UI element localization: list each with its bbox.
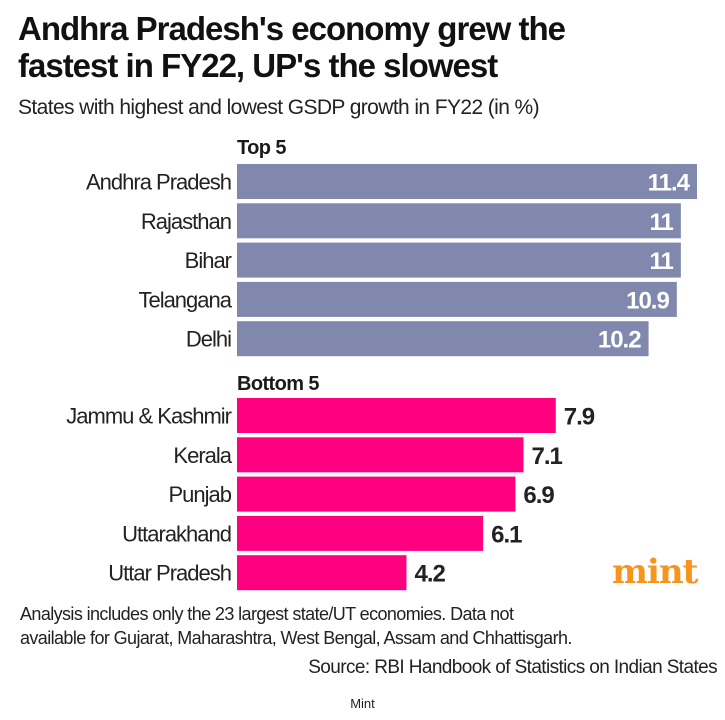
value-label: 4.2 xyxy=(414,561,445,588)
bar xyxy=(237,203,681,239)
footnote-line-1: Analysis includes only the 23 largest st… xyxy=(20,604,514,624)
category-label: Uttar Pradesh xyxy=(108,561,231,586)
bar xyxy=(237,398,556,433)
value-label: 11 xyxy=(649,209,673,236)
value-label: 10.2 xyxy=(598,327,641,354)
value-label: 6.9 xyxy=(523,482,554,509)
chart-subtitle: States with highest and lowest GSDP grow… xyxy=(18,96,540,119)
category-label: Delhi xyxy=(186,327,231,352)
bar xyxy=(237,476,516,512)
title-line-1: Andhra Pradesh's economy grew the xyxy=(18,10,566,47)
source-note: Source: RBI Handbook of Statistics on In… xyxy=(308,657,717,678)
value-label: 11.4 xyxy=(648,170,691,197)
category-label: Jammu & Kashmir xyxy=(66,404,231,429)
group-label-top: Top 5 xyxy=(237,137,286,159)
bar xyxy=(237,515,484,551)
category-label: Telangana xyxy=(138,287,232,312)
chart-title: Andhra Pradesh's economy grew the fastes… xyxy=(18,10,566,84)
bar xyxy=(237,555,407,591)
category-label: Andhra Pradesh xyxy=(86,170,231,195)
bar xyxy=(237,321,649,357)
value-label: 7.9 xyxy=(564,404,595,431)
image-credit: Mint xyxy=(350,696,375,711)
bar xyxy=(237,281,677,317)
title-line-2: fastest in FY22, UP's the slowest xyxy=(18,47,498,84)
mint-logo: mint xyxy=(612,552,698,592)
value-label: 10.9 xyxy=(626,287,669,314)
bar xyxy=(237,437,524,473)
category-label: Punjab xyxy=(168,482,231,507)
value-label: 6.1 xyxy=(491,521,522,548)
category-label: Kerala xyxy=(173,443,232,468)
category-label: Bihar xyxy=(185,248,232,273)
category-label: Uttarakhand xyxy=(122,521,231,546)
footnote: Analysis includes only the 23 largest st… xyxy=(20,602,572,650)
footnote-line-2: available for Gujarat, Maharashtra, West… xyxy=(20,628,572,648)
category-label: Rajasthan xyxy=(141,209,231,234)
value-label: 11 xyxy=(649,248,673,275)
bar xyxy=(237,164,697,199)
group-label-bottom: Bottom 5 xyxy=(237,373,319,395)
bar xyxy=(237,242,681,278)
value-label: 7.1 xyxy=(531,443,562,470)
